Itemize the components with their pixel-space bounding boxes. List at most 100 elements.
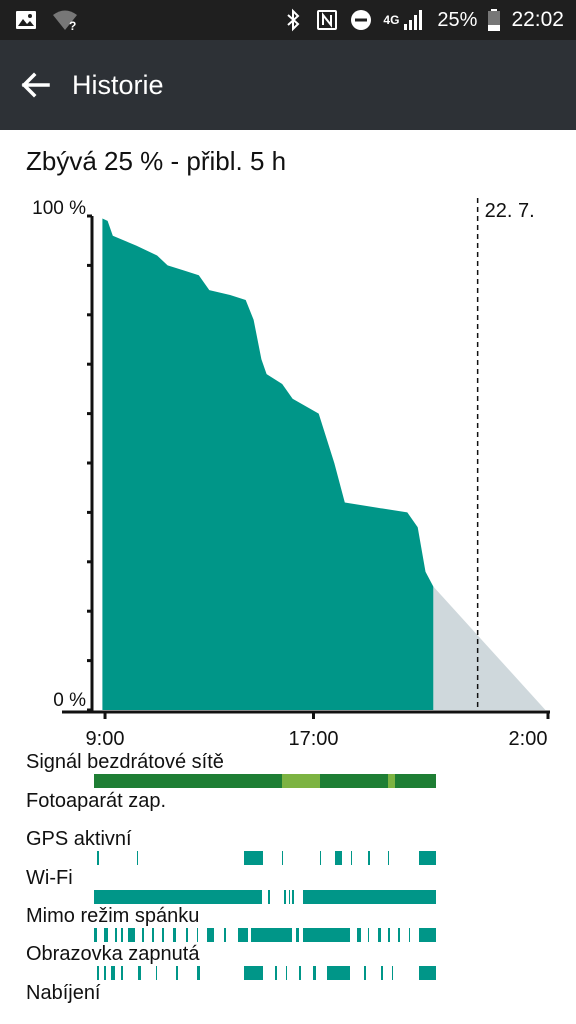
- nfc-icon: [315, 8, 339, 32]
- track-segment: [408, 928, 411, 942]
- page-title: Historie: [72, 70, 164, 100]
- track-segment: [121, 966, 124, 980]
- track-segment: [388, 851, 390, 865]
- track-bar-signal: [94, 774, 436, 788]
- battery-history-svg: 22. 7. 100 % 0 % 9:00 17:00 2:00: [32, 198, 550, 750]
- track-segment: [377, 928, 382, 942]
- track-segment: [114, 928, 117, 942]
- track-segment: [388, 774, 395, 788]
- track-segment: [111, 966, 115, 980]
- track-segment: [104, 966, 106, 980]
- track-segment: [155, 966, 158, 980]
- track-segment: [418, 928, 436, 942]
- track-segment: [152, 928, 154, 942]
- track-segment: [282, 851, 284, 865]
- track-segment: [319, 851, 322, 865]
- x-ticks: [103, 712, 550, 719]
- battery-history-chart: 22. 7. 100 % 0 % 9:00 17:00 2:00: [0, 190, 576, 750]
- track-segment: [121, 928, 124, 942]
- track-segment: [398, 928, 401, 942]
- track-segment: [326, 966, 351, 980]
- x-tick-label-1700: 17:00: [288, 728, 338, 750]
- track-segment: [244, 966, 264, 980]
- track-segment: [275, 966, 277, 980]
- track-segment: [136, 851, 139, 865]
- track-segment: [285, 966, 288, 980]
- track-bar-camera: [94, 813, 436, 827]
- battery-percent: 25%: [437, 8, 478, 31]
- y-ticks: [87, 214, 92, 712]
- track-segment: [97, 851, 100, 865]
- track-segment: [302, 928, 351, 942]
- history-area: [102, 218, 434, 710]
- image-icon: [14, 8, 38, 32]
- track-label-camera: Fotoaparát zap.: [26, 790, 167, 812]
- bluetooth-icon: [281, 8, 305, 32]
- track-segment: [312, 966, 317, 980]
- track-segment: [94, 928, 98, 942]
- svg-text:?: ?: [69, 19, 76, 32]
- track-label-signal: Signál bezdrátové sítě: [26, 751, 224, 773]
- x-tick-label-0200: 2:00: [509, 728, 548, 750]
- track-label-gps: GPS aktivní: [26, 828, 132, 850]
- track-segment: [104, 928, 108, 942]
- battery-remaining-summary: Zbývá 25 % - přibl. 5 h: [26, 146, 287, 176]
- status-bar-left: ?: [14, 0, 77, 40]
- track-segment: [94, 774, 436, 788]
- track-segment: [283, 890, 286, 904]
- track-label-wifi: Wi-Fi: [26, 867, 73, 889]
- track-segment: [302, 890, 436, 904]
- track-segment: [244, 851, 264, 865]
- track-segment: [282, 774, 320, 788]
- battery-icon: [487, 8, 501, 32]
- track-segment: [295, 928, 300, 942]
- track-bar-wifi: [94, 890, 436, 904]
- arrow-back-icon[interactable]: [18, 67, 54, 103]
- track-segment: [288, 890, 291, 904]
- status-bar: ? 4G 25% 22:02: [0, 0, 576, 40]
- track-segment: [268, 890, 271, 904]
- track-segment: [138, 966, 141, 980]
- track-segment: [418, 966, 436, 980]
- track-segment: [418, 851, 436, 865]
- track-bar-screen-on: [94, 966, 436, 980]
- track-segment: [196, 928, 199, 942]
- y-tick-label-0: 0 %: [53, 690, 86, 711]
- wifi-unknown-icon: ?: [52, 8, 77, 33]
- track-segment: [176, 966, 178, 980]
- day-marker-label: 22. 7.: [485, 200, 535, 222]
- track-segment: [162, 928, 165, 942]
- track-segment: [292, 890, 295, 904]
- track-segment: [388, 928, 390, 942]
- track-label-charging: Nabíjení: [26, 982, 101, 1004]
- clock: 22:02: [511, 8, 564, 31]
- status-bar-right: 4G 25% 22:02: [281, 0, 564, 40]
- track-label-awake: Mimo režim spánku: [26, 905, 200, 927]
- track-segment: [97, 966, 100, 980]
- track-segment: [381, 966, 383, 980]
- signal-icon: [403, 8, 427, 32]
- track-segment: [186, 928, 189, 942]
- track-bar-awake: [94, 928, 436, 942]
- track-bar-charging: [94, 1005, 436, 1019]
- track-segment: [223, 928, 226, 942]
- track-segment: [237, 928, 248, 942]
- track-segment: [350, 851, 353, 865]
- track-segment: [299, 966, 301, 980]
- y-tick-label-100: 100 %: [32, 198, 86, 219]
- track-segment: [94, 890, 262, 904]
- network-type-label: 4G: [383, 13, 400, 27]
- track-segment: [128, 928, 136, 942]
- track-segment: [172, 928, 177, 942]
- track-segment: [364, 966, 366, 980]
- track-segment: [335, 851, 342, 865]
- track-bar-gps: [94, 851, 436, 865]
- track-segment: [251, 928, 293, 942]
- app-bar: Historie: [0, 40, 576, 130]
- track-label-screen-on: Obrazovka zapnutá: [26, 943, 200, 965]
- track-segment: [357, 928, 361, 942]
- x-tick-label-0900: 9:00: [86, 728, 125, 750]
- track-segment: [206, 928, 214, 942]
- track-segment: [367, 928, 370, 942]
- track-segment: [196, 966, 200, 980]
